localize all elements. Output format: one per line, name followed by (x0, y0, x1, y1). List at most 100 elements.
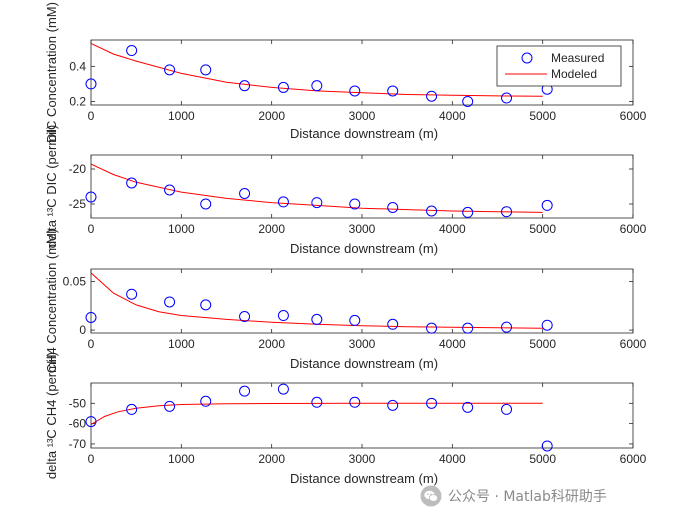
measured-point (462, 95, 474, 107)
x-tick-label: 2000 (258, 337, 285, 351)
x-axis-label: Distance downstream (m) (290, 356, 438, 371)
measured-point (462, 401, 474, 413)
x-tick-label: 0 (88, 222, 95, 236)
y-tick-label: -50 (69, 396, 87, 410)
measured-point (349, 396, 361, 408)
measured-point (164, 184, 176, 196)
subplot-2: 0 1000 2000 3000 4000 5000 6000 -20 -25 Distance … (44, 125, 647, 256)
measured-point (200, 198, 212, 210)
measured-point (501, 92, 513, 104)
measured-point (239, 188, 251, 199)
y-axis-label: CH4 Concentration (mM) (44, 229, 59, 374)
legend-box (496, 45, 622, 87)
measured-point (426, 205, 438, 217)
measured-point (387, 202, 399, 213)
y-tick-label: -20 (69, 162, 87, 176)
measured-point (541, 199, 553, 211)
x-tick-label: 3000 (349, 222, 376, 236)
x-tick-label: 2000 (258, 222, 285, 236)
measured-point (501, 206, 513, 218)
measured-point (387, 85, 399, 97)
legend-marker (521, 52, 533, 64)
x-tick-label: 5000 (529, 109, 556, 123)
measured-point (311, 313, 323, 325)
measured-point (239, 80, 251, 92)
measured-point (501, 321, 513, 333)
x-tick-label: 3000 (349, 337, 376, 351)
wechat-icon (420, 485, 442, 507)
plot-area (91, 402, 543, 426)
measured-point (462, 206, 474, 218)
subplot-4: 0 1000 2000 3000 4000 5000 6000 -50 -60 -70 Distan… (44, 352, 647, 486)
legend: Measured Modeled (496, 45, 622, 87)
measured-point (200, 299, 212, 311)
measured-point (277, 383, 289, 395)
legend-label: Modeled (551, 67, 597, 81)
measured-point (277, 81, 289, 93)
measured-point (349, 85, 361, 97)
measured-point (311, 197, 323, 209)
measured-point (349, 198, 361, 210)
measured-point (387, 318, 399, 330)
y-tick-label: 0 (79, 323, 86, 337)
x-tick-label: 5000 (529, 222, 556, 236)
x-axis-label: Distance downstream (m) (290, 126, 438, 141)
x-tick-label: 3000 (349, 109, 376, 123)
measured-point (126, 45, 138, 57)
modeled-line (91, 402, 543, 426)
subplot-3: 0 1000 2000 3000 4000 5000 6000 0 0.05 Distance d… (44, 229, 647, 374)
x-tick-label: 0 (88, 109, 95, 123)
subplot-1: 0 1000 2000 3000 4000 5000 6000 0.2 0.4 Distance … (44, 2, 647, 143)
measured-point (85, 78, 97, 90)
measured-point (387, 399, 399, 411)
x-tick-label: 6000 (620, 109, 647, 123)
x-tick-label: 4000 (439, 109, 466, 123)
y-tick-label: -60 (69, 417, 87, 431)
y-axis-label: delta ¹³C DIC (permil) (44, 125, 59, 249)
plot-area (91, 163, 543, 213)
measured-point (200, 395, 212, 407)
x-tick-label: 0 (88, 452, 95, 466)
x-tick-label: 3000 (349, 452, 376, 466)
modeled-line (91, 163, 543, 213)
x-tick-label: 0 (88, 337, 95, 351)
x-tick-label: 1000 (168, 109, 195, 123)
measured-point (164, 296, 176, 308)
x-tick-label: 6000 (620, 222, 647, 236)
y-tick-label: -70 (69, 437, 87, 451)
measured-point (426, 322, 438, 334)
modeled-line (91, 43, 543, 97)
measured-point (200, 64, 212, 76)
y-axis-label: DIC Concentration (mM) (44, 2, 59, 143)
y-tick-label: -25 (69, 197, 87, 211)
measured-point (164, 400, 176, 412)
measured-point (239, 311, 251, 323)
x-tick-label: 2000 (258, 452, 285, 466)
y-axis-label: delta ¹³C CH4 (permil) (44, 352, 59, 479)
modeled-line (91, 272, 543, 329)
x-axis-label: Distance downstream (m) (290, 471, 438, 486)
watermark-text: 公众号 · Matlab科研助手 (448, 489, 607, 505)
y-tick-label: 0.05 (63, 275, 87, 289)
measured-point (85, 416, 97, 428)
measured-point (426, 397, 438, 409)
x-axis-label: Distance downstream (m) (290, 241, 438, 256)
measured-point (239, 385, 251, 397)
measured-point (541, 440, 553, 452)
plot-area (91, 272, 543, 329)
measured-point (126, 288, 138, 300)
measured-point (164, 64, 176, 76)
x-tick-label: 1000 (168, 337, 195, 351)
measured-point (426, 90, 438, 102)
x-tick-label: 5000 (529, 452, 556, 466)
y-tick-label: 0.4 (69, 59, 86, 73)
x-tick-label: 4000 (439, 222, 466, 236)
measured-point (311, 80, 323, 92)
measured-point (277, 310, 289, 322)
axes-box (90, 382, 634, 449)
x-tick-label: 1000 (168, 222, 195, 236)
x-tick-label: 6000 (620, 337, 647, 351)
x-tick-label: 6000 (620, 452, 647, 466)
measured-point (462, 322, 474, 334)
measured-point (85, 311, 97, 323)
